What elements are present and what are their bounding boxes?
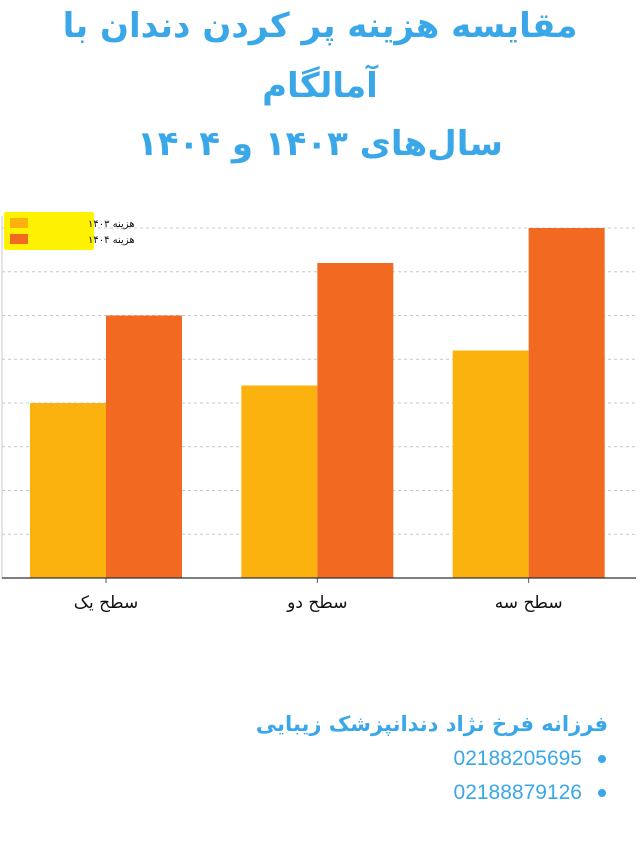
x-tick-label: سطح دو (286, 593, 347, 613)
legend-swatch (10, 218, 28, 228)
dentist-name: فرزانه فرخ نژاد دندانپزشک زیبایی (255, 712, 608, 736)
bar (317, 263, 394, 578)
legend-label: هزینه ۱۴۰۴ (88, 235, 135, 246)
phone-list: 02188205695 02188879126 (454, 742, 612, 810)
phone-number-1[interactable]: 02188205695 (454, 742, 612, 776)
phone-number-2-text: 02188879126 (453, 781, 582, 804)
phone-number-1-text: 02188205695 (453, 747, 582, 770)
x-tick-label: سطح سه (495, 593, 563, 613)
bar (452, 350, 529, 578)
bar (241, 385, 318, 578)
bar (106, 315, 182, 578)
phone-number-2[interactable]: 02188879126 (454, 776, 612, 810)
page-title-line-1: مقایسه هزینه پر کردن دندان با (62, 6, 578, 46)
bar (30, 403, 106, 578)
bar-chart: سطح یک سطح دو سطح سه هزینه ۱۴۰۳ هزینه ۱۴۰۴ (1, 212, 636, 613)
bar (528, 228, 605, 578)
x-tick-label: سطح یک (74, 593, 139, 613)
page-title-line-2: آمالگام (262, 66, 378, 106)
page-subtitle: سال‌های ۱۴۰۳ و ۱۴۰۴ (137, 124, 503, 164)
bullet-icon (598, 755, 606, 763)
legend-swatch (10, 234, 28, 244)
legend-label: هزینه ۱۴۰۳ (88, 219, 135, 230)
legend-box (4, 212, 94, 250)
bullet-icon (598, 789, 606, 797)
